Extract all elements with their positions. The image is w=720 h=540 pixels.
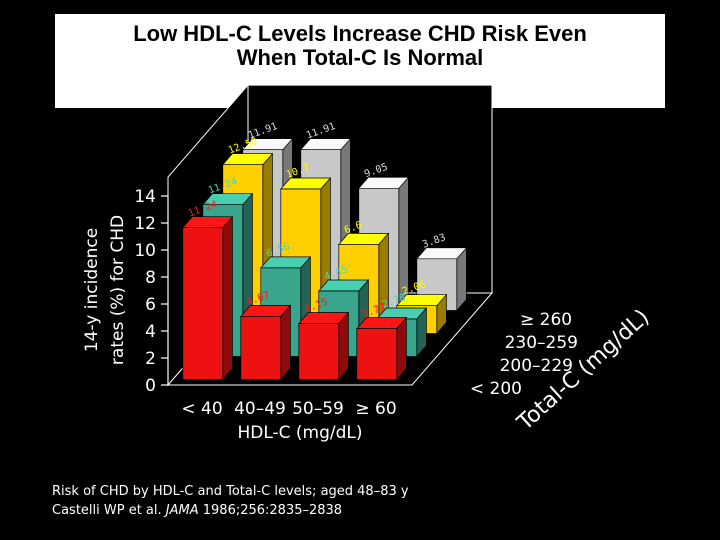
chart-bars [182, 137, 468, 381]
bar-3-0 [182, 215, 234, 381]
y-tick-label: 8 [145, 268, 156, 288]
bar-front [298, 323, 340, 380]
bar-front [240, 316, 282, 380]
x-tick-label: ≥ 60 [355, 399, 396, 419]
bar-side [338, 311, 349, 381]
caption: Risk of CHD by HDL-C and Total-C levels;… [52, 482, 409, 520]
y-axis-title-line-2: rates (%) for CHD [108, 215, 128, 365]
x-tick-label: < 40 [181, 399, 222, 419]
y-tick-label: 0 [145, 376, 156, 396]
caption-citation: 1986;256:2835–2838 [198, 503, 343, 518]
depth-tick-label: 230–259 [505, 333, 578, 353]
caption-line-2: Castelli WP et al. JAMA 1986;256:2835–28… [52, 501, 409, 520]
depth-tick-label: < 200 [470, 379, 522, 399]
title-line-2: When Total-C Is Normal [236, 45, 484, 70]
depth-tick-label: 200–229 [500, 356, 573, 376]
y-axis-title-line-1: 14-y incidence [82, 228, 102, 352]
depth-tick-label: ≥ 260 [520, 310, 572, 330]
y-tick-label: 4 [145, 322, 156, 342]
y-tick-label: 2 [145, 349, 156, 369]
bar-side [280, 304, 291, 381]
y-tick-label: 6 [145, 295, 156, 315]
bar-side [222, 215, 233, 381]
caption-line-1: Risk of CHD by HDL-C and Total-C levels;… [52, 484, 409, 499]
bar-3-3 [356, 316, 408, 381]
x-tick-label: 40–49 [234, 399, 286, 419]
title-line-1: Low HDL-C Levels Increase CHD Risk Even [133, 21, 587, 46]
bar-3-2 [298, 311, 350, 381]
x-axis-title: HDL-C (mg/dL) [237, 423, 362, 443]
bar-front [356, 328, 398, 380]
caption-authors: Castelli WP et al. [52, 503, 166, 518]
y-tick-label: 14 [134, 187, 156, 207]
bar-3-1 [240, 304, 292, 381]
y-tick-label: 12 [134, 214, 156, 234]
y-tick-label: 10 [134, 241, 156, 261]
x-tick-label: 50–59 [292, 399, 344, 419]
caption-journal: JAMA [165, 503, 199, 518]
bar-front [182, 227, 224, 380]
